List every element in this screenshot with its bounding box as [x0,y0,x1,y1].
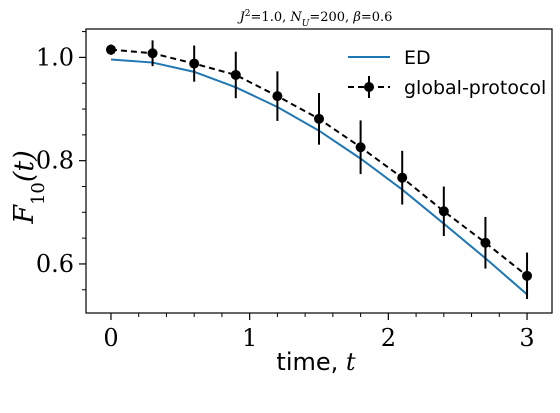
global-protocol-point [480,237,491,248]
y-tick-label: 0.8 [36,147,74,175]
x-axis-label: time, t [276,348,355,376]
global-protocol-point [438,206,449,217]
global-protocol-point [272,91,283,102]
global-protocol-point [189,58,200,69]
global-protocol-point [355,142,366,153]
legend-ed-label: ED [404,47,431,69]
global-protocol-point [314,113,324,124]
global-protocol-point [397,172,408,183]
global-protocol-point [522,270,533,281]
legend-global-marker [364,82,374,92]
chart-title: J2=1.0, NU=200, β=0.6 [237,9,393,29]
y-tick-label: 0.6 [36,250,74,278]
legend-global-label: global-protocol [404,77,546,99]
global-protocol-point [230,69,241,80]
plot-frame [85,28,553,314]
y-tick-label: 1.0 [36,43,74,71]
y-axis-label: F10(t) [9,150,49,225]
legend: ED global-protocol [348,47,546,99]
x-tick-label: 3 [519,324,534,352]
x-tick-label: 2 [381,324,396,352]
global-protocol-point [105,44,116,55]
x-tick-label: 1 [242,324,257,352]
x-tick-label: 0 [103,324,118,352]
global-protocol-point [147,48,158,59]
